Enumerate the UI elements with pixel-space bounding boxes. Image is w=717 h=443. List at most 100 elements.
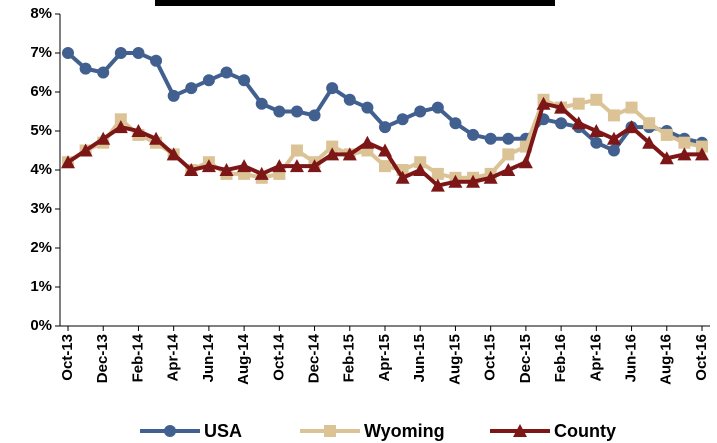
x-tick-label: Dec-15 xyxy=(517,334,534,383)
marker xyxy=(642,135,657,149)
x-tick-label: Apr-15 xyxy=(376,334,393,382)
x-tick-label: Jun-15 xyxy=(411,334,428,382)
marker xyxy=(659,151,674,165)
marker xyxy=(430,178,445,192)
x-tick-label: Feb-15 xyxy=(341,334,358,382)
marker xyxy=(413,163,428,176)
marker xyxy=(343,93,356,106)
marker xyxy=(114,113,127,126)
marker xyxy=(572,97,585,110)
marker xyxy=(254,166,269,180)
marker xyxy=(431,167,444,180)
marker xyxy=(238,74,251,87)
marker xyxy=(131,124,146,137)
marker xyxy=(113,120,128,134)
legend-label: USA xyxy=(204,421,242,441)
marker xyxy=(677,147,692,161)
x-tick-label: Dec-14 xyxy=(306,333,323,383)
marker xyxy=(502,132,515,145)
marker xyxy=(554,100,569,114)
marker xyxy=(290,105,303,118)
y-tick-label: 8% xyxy=(30,5,52,22)
marker xyxy=(624,120,639,134)
x-tick-label: Apr-16 xyxy=(587,334,604,382)
marker xyxy=(326,82,339,95)
marker xyxy=(201,159,216,173)
marker xyxy=(132,47,145,59)
marker xyxy=(325,147,340,161)
marker xyxy=(696,140,708,153)
marker xyxy=(379,160,391,173)
marker xyxy=(483,170,498,184)
x-tick-label: Feb-14 xyxy=(129,333,146,382)
marker xyxy=(96,131,111,145)
y-tick-label: 3% xyxy=(30,200,52,217)
marker xyxy=(164,425,176,437)
marker xyxy=(166,147,181,161)
marker xyxy=(448,174,463,188)
marker xyxy=(149,131,164,145)
marker xyxy=(272,159,287,173)
marker xyxy=(219,163,234,176)
marker xyxy=(255,97,268,110)
marker xyxy=(61,155,75,169)
marker xyxy=(361,101,374,114)
marker xyxy=(555,117,568,130)
marker xyxy=(536,96,551,110)
marker xyxy=(431,101,444,114)
x-tick-label: Oct-14 xyxy=(270,333,287,380)
y-tick-label: 0% xyxy=(30,317,52,334)
x-tick-label: Oct-13 xyxy=(59,334,76,381)
marker xyxy=(449,117,462,130)
marker xyxy=(167,89,180,102)
y-tick-label: 4% xyxy=(30,161,52,178)
marker xyxy=(78,143,93,157)
marker xyxy=(62,47,74,59)
marker xyxy=(643,117,656,130)
marker xyxy=(501,163,516,176)
marker xyxy=(513,424,527,437)
y-tick-label: 7% xyxy=(30,44,52,61)
marker xyxy=(202,74,215,87)
marker xyxy=(590,136,603,149)
marker xyxy=(150,54,163,67)
marker xyxy=(114,47,127,59)
marker xyxy=(360,135,375,149)
marker xyxy=(79,62,92,75)
marker xyxy=(220,66,233,79)
x-tick-label: Aug-14 xyxy=(235,333,252,384)
marker xyxy=(678,136,691,149)
legend-label: Wyoming xyxy=(364,421,445,441)
marker xyxy=(606,131,621,145)
marker xyxy=(396,113,409,126)
marker xyxy=(484,132,497,145)
y-tick-label: 1% xyxy=(30,278,52,295)
marker xyxy=(237,159,252,173)
marker xyxy=(308,109,321,122)
series xyxy=(61,96,709,192)
series xyxy=(62,47,708,157)
marker xyxy=(326,140,339,153)
marker xyxy=(324,425,336,437)
x-tick-label: Oct-15 xyxy=(482,334,499,381)
marker xyxy=(395,170,410,184)
marker xyxy=(589,124,604,137)
y-tick-label: 6% xyxy=(30,83,52,100)
marker xyxy=(607,144,620,157)
marker xyxy=(290,144,303,157)
marker xyxy=(518,155,533,169)
marker xyxy=(289,159,304,173)
marker xyxy=(414,156,427,169)
marker xyxy=(571,116,586,130)
legend-label: County xyxy=(554,421,616,441)
marker xyxy=(502,148,515,161)
y-tick-label: 5% xyxy=(30,122,52,139)
marker xyxy=(660,128,673,141)
x-tick-label: Apr-14 xyxy=(165,333,182,381)
x-tick-label: Feb-16 xyxy=(552,334,569,382)
marker xyxy=(467,128,480,141)
marker xyxy=(625,101,638,114)
x-tick-label: Jun-14 xyxy=(200,333,217,382)
marker xyxy=(185,82,198,95)
